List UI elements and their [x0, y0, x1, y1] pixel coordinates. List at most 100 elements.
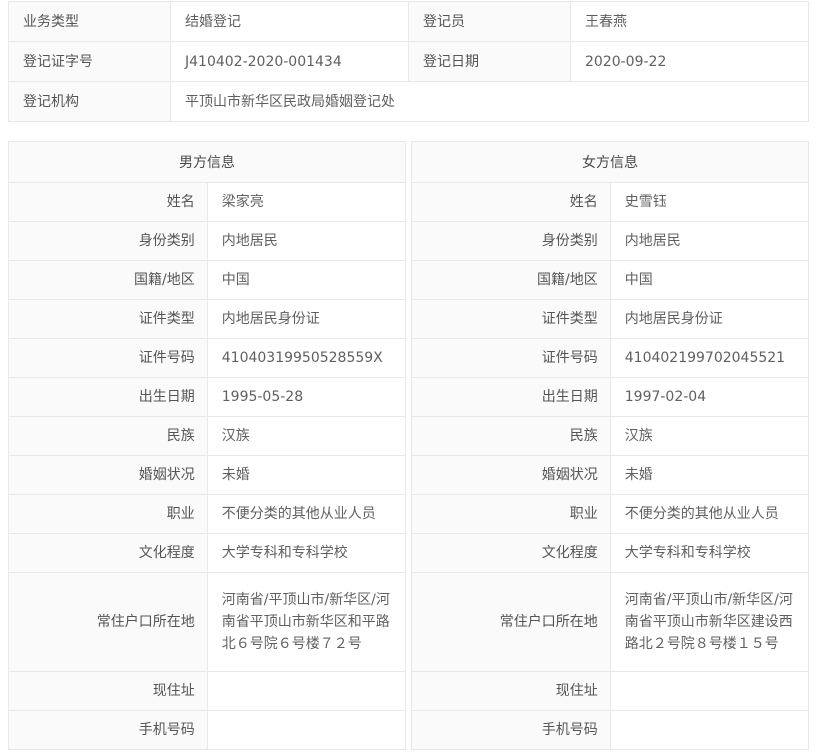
female-value-id-number: 410402199702045521: [610, 338, 810, 378]
male-label-phone-number: 手机号码: [9, 710, 208, 750]
female-label-household-address: 常住户口所在地: [412, 572, 611, 672]
female-label-nationality: 国籍/地区: [412, 260, 611, 300]
table-row: 出生日期 1997-02-04: [412, 377, 810, 417]
female-label-ethnicity: 民族: [412, 416, 611, 456]
party-info-panels: 男方信息 姓名 梁家亮 身份类别 内地居民 国籍/地区 中国: [0, 141, 817, 752]
summary-value-business-type: 结婚登记: [170, 1, 409, 42]
female-value-education: 大学专科和专科学校: [610, 533, 810, 573]
male-value-nationality: 中国: [207, 260, 407, 300]
table-row: 职业 不便分类的其他从业人员: [412, 494, 810, 534]
table-row: 婚姻状况 未婚: [412, 455, 810, 495]
panel-header-row: 女方信息: [412, 142, 809, 183]
table-row: 现住址: [412, 671, 810, 711]
male-value-ethnicity: 汉族: [207, 416, 407, 456]
female-value-id-type: 内地居民身份证: [610, 299, 810, 339]
table-row: 手机号码: [9, 710, 407, 750]
table-row: 现住址: [9, 671, 407, 711]
male-info-table: 男方信息 姓名 梁家亮 身份类别 内地居民 国籍/地区 中国: [9, 142, 407, 750]
summary-label-business-type: 业务类型: [8, 1, 171, 42]
table-row: 文化程度 大学专科和专科学校: [412, 533, 810, 573]
table-row: 出生日期 1995-05-28: [9, 377, 407, 417]
summary-value-registrar: 王春燕: [570, 1, 809, 42]
table-row: 婚姻状况 未婚: [9, 455, 407, 495]
male-panel-title: 男方信息: [9, 142, 406, 183]
female-label-id-number: 证件号码: [412, 338, 611, 378]
female-label-current-address: 现住址: [412, 671, 611, 711]
female-value-nationality: 中国: [610, 260, 810, 300]
summary-label-registration-date: 登记日期: [408, 41, 571, 82]
male-label-ethnicity: 民族: [9, 416, 208, 456]
male-label-occupation: 职业: [9, 494, 208, 534]
male-label-identity-category: 身份类别: [9, 221, 208, 261]
female-label-occupation: 职业: [412, 494, 611, 534]
female-label-marital-status: 婚姻状况: [412, 455, 611, 495]
male-label-id-number: 证件号码: [9, 338, 208, 378]
female-value-marital-status: 未婚: [610, 455, 810, 495]
table-row: 国籍/地区 中国: [9, 260, 407, 300]
male-label-household-address: 常住户口所在地: [9, 572, 208, 672]
table-row: 民族 汉族: [9, 416, 407, 456]
male-label-education: 文化程度: [9, 533, 208, 573]
registration-summary-table: 业务类型 结婚登记 登记员 王春燕 登记证字号 J410402-2020-001…: [8, 1, 809, 122]
table-row: 身份类别 内地居民: [412, 221, 810, 261]
female-value-occupation: 不便分类的其他从业人员: [610, 494, 810, 534]
table-row: 手机号码: [412, 710, 810, 750]
male-value-id-type: 内地居民身份证: [207, 299, 407, 339]
table-row: 民族 汉族: [412, 416, 810, 456]
table-row: 身份类别 内地居民: [9, 221, 407, 261]
summary-label-registrar: 登记员: [408, 1, 571, 42]
summary-label-certificate-number: 登记证字号: [8, 41, 171, 82]
table-row: 登记证字号 J410402-2020-001434 登记日期 2020-09-2…: [8, 41, 809, 82]
summary-value-registration-date: 2020-09-22: [570, 41, 809, 82]
female-label-id-type: 证件类型: [412, 299, 611, 339]
female-label-identity-category: 身份类别: [412, 221, 611, 261]
summary-value-agency: 平顶山市新华区民政局婚姻登记处: [170, 81, 809, 122]
female-value-phone-number: [610, 710, 810, 750]
female-info-table: 女方信息 姓名 史雪钰 身份类别 内地居民 国籍/地区 中国: [412, 142, 810, 750]
male-label-name: 姓名: [9, 182, 208, 222]
male-value-occupation: 不便分类的其他从业人员: [207, 494, 407, 534]
table-row: 登记机构 平顶山市新华区民政局婚姻登记处: [8, 81, 809, 122]
table-row: 证件类型 内地居民身份证: [9, 299, 407, 339]
panel-header-row: 男方信息: [9, 142, 406, 183]
table-row: 证件号码 410402199702045521: [412, 338, 810, 378]
male-value-household-address: 河南省/平顶山市/新华区/河南省平顶山市新华区和平路北６号院６号楼７２号: [207, 572, 407, 672]
summary-value-certificate-number: J410402-2020-001434: [170, 41, 409, 82]
female-info-panel: 女方信息 姓名 史雪钰 身份类别 内地居民 国籍/地区 中国: [411, 141, 810, 750]
female-value-current-address: [610, 671, 810, 711]
table-row: 常住户口所在地 河南省/平顶山市/新华区/河南省平顶山市新华区和平路北６号院６号…: [9, 572, 407, 672]
male-value-name: 梁家亮: [207, 182, 407, 222]
table-row: 国籍/地区 中国: [412, 260, 810, 300]
table-row: 常住户口所在地 河南省/平顶山市/新华区/河南省平顶山市新华区建设西路北２号院８…: [412, 572, 810, 672]
female-label-phone-number: 手机号码: [412, 710, 611, 750]
table-row: 姓名 史雪钰: [412, 182, 810, 222]
female-label-education: 文化程度: [412, 533, 611, 573]
summary-label-agency: 登记机构: [8, 81, 171, 122]
male-value-phone-number: [207, 710, 407, 750]
female-value-ethnicity: 汉族: [610, 416, 810, 456]
female-value-birth-date: 1997-02-04: [610, 377, 810, 417]
table-row: 职业 不便分类的其他从业人员: [9, 494, 407, 534]
female-value-identity-category: 内地居民: [610, 221, 810, 261]
table-row: 业务类型 结婚登记 登记员 王春燕: [8, 1, 809, 42]
table-row: 证件号码 41040319950528559X: [9, 338, 407, 378]
female-value-name: 史雪钰: [610, 182, 810, 222]
male-value-birth-date: 1995-05-28: [207, 377, 407, 417]
male-label-id-type: 证件类型: [9, 299, 208, 339]
table-row: 姓名 梁家亮: [9, 182, 407, 222]
male-info-panel: 男方信息 姓名 梁家亮 身份类别 内地居民 国籍/地区 中国: [8, 141, 407, 750]
male-value-current-address: [207, 671, 407, 711]
male-label-current-address: 现住址: [9, 671, 208, 711]
male-label-marital-status: 婚姻状况: [9, 455, 208, 495]
male-value-id-number: 41040319950528559X: [207, 338, 407, 378]
male-value-marital-status: 未婚: [207, 455, 407, 495]
female-label-name: 姓名: [412, 182, 611, 222]
male-value-identity-category: 内地居民: [207, 221, 407, 261]
female-label-birth-date: 出生日期: [412, 377, 611, 417]
male-value-education: 大学专科和专科学校: [207, 533, 407, 573]
female-value-household-address: 河南省/平顶山市/新华区/河南省平顶山市新华区建设西路北２号院８号楼１５号: [610, 572, 810, 672]
table-row: 文化程度 大学专科和专科学校: [9, 533, 407, 573]
table-row: 证件类型 内地居民身份证: [412, 299, 810, 339]
female-panel-title: 女方信息: [412, 142, 809, 183]
